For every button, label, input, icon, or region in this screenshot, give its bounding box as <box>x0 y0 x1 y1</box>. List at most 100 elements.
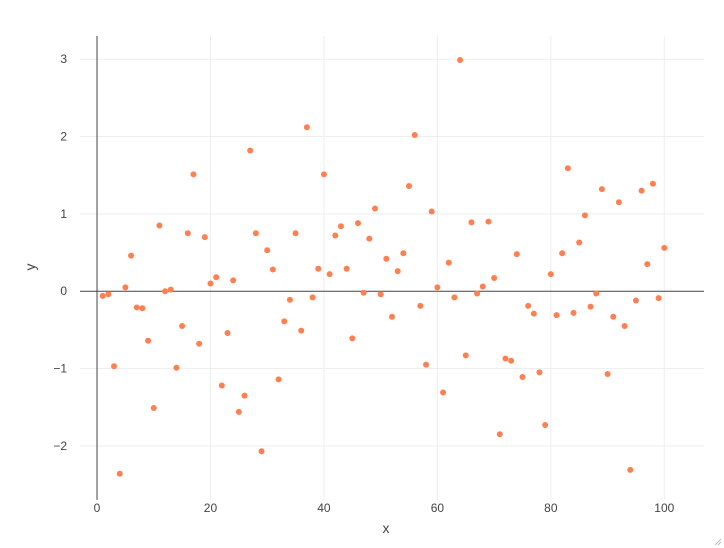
data-point[interactable] <box>411 131 418 138</box>
data-point[interactable] <box>598 186 605 193</box>
data-point[interactable] <box>536 369 543 376</box>
data-point[interactable] <box>389 313 395 320</box>
data-point[interactable] <box>457 56 464 63</box>
data-point[interactable] <box>661 244 668 251</box>
data-point[interactable] <box>559 250 566 257</box>
data-point[interactable] <box>139 305 146 312</box>
data-point[interactable] <box>360 289 367 296</box>
data-point[interactable] <box>190 171 197 178</box>
data-point[interactable] <box>468 219 475 226</box>
data-point[interactable] <box>649 180 656 187</box>
data-point[interactable] <box>156 222 163 229</box>
data-point[interactable] <box>451 294 458 301</box>
data-point[interactable] <box>116 470 123 477</box>
data-point[interactable] <box>99 292 106 299</box>
data-point[interactable] <box>105 291 112 298</box>
data-point[interactable] <box>485 218 492 225</box>
data-point[interactable] <box>519 374 526 381</box>
data-point[interactable] <box>542 421 549 428</box>
data-point[interactable] <box>434 284 441 291</box>
data-point[interactable] <box>627 466 634 473</box>
data-point[interactable] <box>252 230 259 237</box>
data-point[interactable] <box>315 265 322 272</box>
data-point[interactable] <box>581 212 588 219</box>
data-point[interactable] <box>303 124 310 131</box>
data-point[interactable] <box>218 382 225 389</box>
data-point[interactable] <box>320 171 327 178</box>
data-point[interactable] <box>150 404 157 411</box>
data-point[interactable] <box>593 290 600 297</box>
data-point[interactable] <box>502 355 509 362</box>
data-point[interactable] <box>173 364 180 371</box>
data-point[interactable] <box>281 318 288 325</box>
data-point[interactable] <box>400 250 407 257</box>
data-point[interactable] <box>264 247 271 254</box>
data-point[interactable] <box>383 255 390 262</box>
data-point[interactable] <box>570 309 577 316</box>
data-point[interactable] <box>445 259 452 266</box>
data-point[interactable] <box>615 199 622 206</box>
data-point[interactable] <box>655 295 662 302</box>
data-point[interactable] <box>213 274 220 281</box>
data-point[interactable] <box>292 230 299 237</box>
data-point[interactable] <box>553 312 560 319</box>
data-point[interactable] <box>122 284 129 291</box>
data-point[interactable] <box>332 232 339 239</box>
data-point[interactable] <box>496 431 503 438</box>
data-point[interactable] <box>462 352 469 359</box>
data-point[interactable] <box>530 310 537 317</box>
data-point[interactable] <box>440 389 447 396</box>
data-point[interactable] <box>394 268 401 275</box>
data-point[interactable] <box>241 392 248 399</box>
data-point[interactable] <box>621 323 628 329</box>
data-point[interactable] <box>354 220 361 227</box>
data-point[interactable] <box>423 361 430 368</box>
data-point[interactable] <box>371 205 378 212</box>
data-point[interactable] <box>111 363 118 370</box>
data-point[interactable] <box>474 290 481 297</box>
data-point[interactable] <box>145 337 152 344</box>
data-point[interactable] <box>298 327 305 334</box>
data-point[interactable] <box>162 288 169 295</box>
data-point[interactable] <box>201 234 208 241</box>
data-point[interactable] <box>275 376 282 383</box>
data-point[interactable] <box>564 165 571 172</box>
data-point[interactable] <box>576 239 583 246</box>
data-point[interactable] <box>184 230 191 237</box>
data-point[interactable] <box>547 271 554 278</box>
data-point[interactable] <box>479 283 486 290</box>
data-point[interactable] <box>247 147 254 154</box>
data-point[interactable] <box>349 335 356 342</box>
data-point[interactable] <box>632 297 639 304</box>
data-point[interactable] <box>417 302 424 309</box>
data-point[interactable] <box>508 357 515 364</box>
data-point[interactable] <box>428 208 435 215</box>
data-point[interactable] <box>343 265 350 272</box>
data-point[interactable] <box>196 340 203 347</box>
data-point[interactable] <box>337 223 344 230</box>
data-point[interactable] <box>377 291 384 298</box>
data-point[interactable] <box>235 408 242 415</box>
data-point[interactable] <box>406 183 413 190</box>
data-point[interactable] <box>309 294 316 301</box>
data-point[interactable] <box>207 280 214 287</box>
data-point[interactable] <box>644 261 651 268</box>
data-point[interactable] <box>513 251 520 258</box>
data-point[interactable] <box>128 252 135 259</box>
data-point[interactable] <box>366 235 373 242</box>
data-point[interactable] <box>525 302 532 309</box>
data-point[interactable] <box>587 303 594 310</box>
data-point[interactable] <box>286 296 293 303</box>
data-point[interactable] <box>269 266 276 273</box>
data-point[interactable] <box>638 187 645 194</box>
data-point[interactable] <box>491 275 498 282</box>
data-point[interactable] <box>610 313 617 320</box>
data-point[interactable] <box>258 448 265 455</box>
data-point[interactable] <box>604 370 611 377</box>
data-point[interactable] <box>133 304 140 311</box>
data-point[interactable] <box>179 323 186 329</box>
data-point[interactable] <box>326 271 333 278</box>
data-point[interactable] <box>230 277 237 284</box>
data-point[interactable] <box>167 286 174 293</box>
data-point[interactable] <box>224 329 231 336</box>
